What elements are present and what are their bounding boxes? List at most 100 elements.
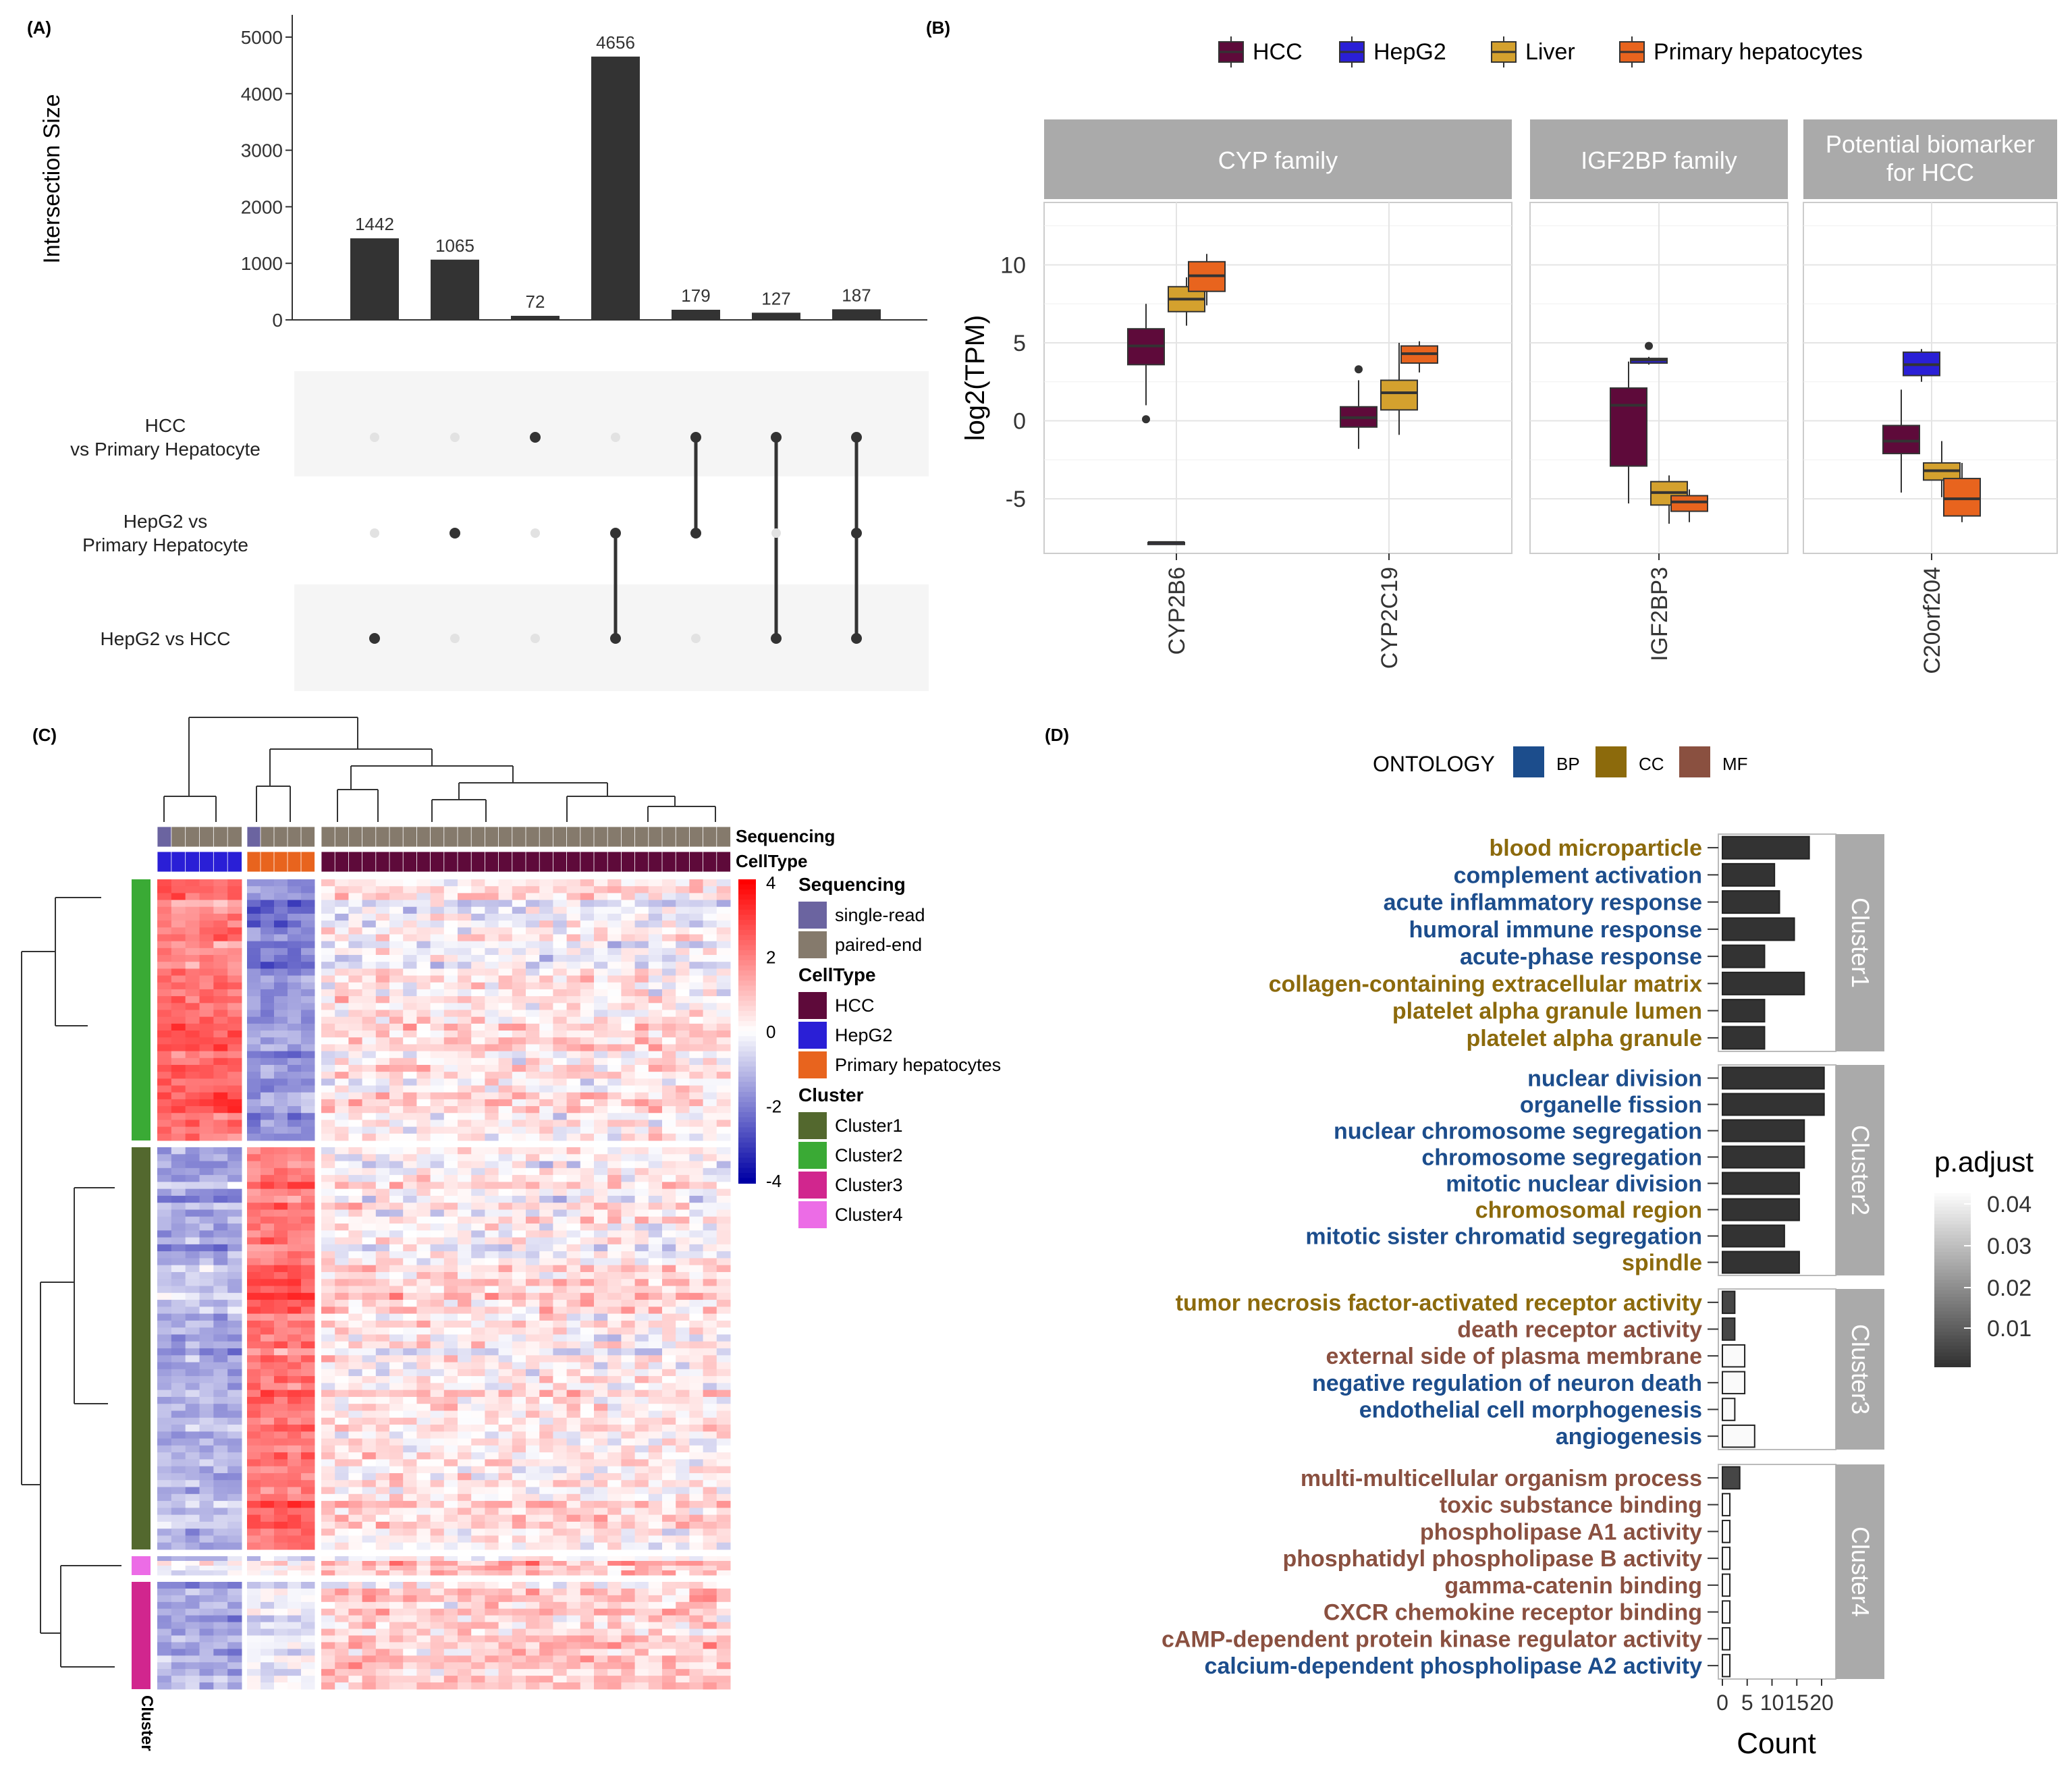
heatmap-cell xyxy=(247,1629,261,1636)
heatmap-cell xyxy=(321,1342,335,1349)
heatmap-cell xyxy=(703,948,717,956)
heatmap-cell xyxy=(485,968,499,976)
heatmap-cell xyxy=(717,1390,731,1398)
heatmap-cell xyxy=(567,1106,581,1114)
heatmap-cell xyxy=(553,1209,567,1217)
heatmap-cell xyxy=(580,1189,595,1197)
heatmap-cell xyxy=(376,1473,390,1481)
heatmap-cell xyxy=(403,1230,417,1238)
heatmap-cell xyxy=(689,1629,703,1636)
heatmap-cell xyxy=(594,900,608,908)
heatmap-cell xyxy=(288,1561,302,1566)
box xyxy=(1610,388,1647,466)
heatmap-cell xyxy=(171,983,186,990)
heatmap-cell xyxy=(526,1348,540,1356)
heatmap-cell xyxy=(553,1439,567,1446)
heatmap-cell xyxy=(676,1410,690,1418)
heatmap-cell xyxy=(301,1209,315,1217)
heatmap-cell xyxy=(689,1120,703,1127)
heatmap-cell xyxy=(403,1642,417,1649)
heatmap-cell xyxy=(485,907,499,914)
heatmap-cell xyxy=(553,955,567,962)
heatmap-cell xyxy=(288,1265,302,1273)
heatmap-cell xyxy=(171,989,186,997)
heatmap-cell xyxy=(171,1342,186,1349)
heatmap-cell xyxy=(499,1244,513,1252)
annotation-celltype-cell xyxy=(171,852,186,872)
heatmap-cell xyxy=(703,1570,717,1576)
heatmap-cell xyxy=(471,1258,485,1265)
heatmap-cell xyxy=(200,983,214,990)
heatmap-cell xyxy=(471,1655,485,1662)
heatmap-cell xyxy=(553,1017,567,1024)
heatmap-cell xyxy=(471,1196,485,1203)
heatmap-cell xyxy=(348,968,362,976)
heatmap-cell xyxy=(335,1099,349,1107)
heatmap-cell xyxy=(607,1649,622,1655)
heatmap-cell xyxy=(376,1522,390,1529)
heatmap-cell xyxy=(157,1439,171,1446)
heatmap-cell xyxy=(213,1561,227,1566)
heatmap-cell xyxy=(213,1649,227,1655)
heatmap-cell xyxy=(512,1446,526,1453)
heatmap-cell xyxy=(200,920,214,928)
heatmap-cell xyxy=(539,1334,553,1342)
heatmap-cell xyxy=(635,1655,649,1662)
heatmap-cell xyxy=(703,1044,717,1051)
heatmap-cell xyxy=(526,1072,540,1079)
heatmap-cell xyxy=(594,1024,608,1031)
heatmap-cell xyxy=(621,983,635,990)
heatmap-cell xyxy=(676,1355,690,1363)
heatmap-cell xyxy=(485,1602,499,1609)
heatmap-cell xyxy=(485,1410,499,1418)
heatmap-cell xyxy=(389,1425,404,1432)
heatmap-cell xyxy=(676,1010,690,1018)
heatmap-cell xyxy=(635,1556,649,1562)
heatmap-cell xyxy=(621,1570,635,1576)
heatmap-cell xyxy=(431,1452,445,1460)
heatmap-cell xyxy=(717,1244,731,1252)
heatmap-cell xyxy=(171,1017,186,1024)
heatmap-cell xyxy=(301,1238,315,1245)
heatmap-cell xyxy=(261,1655,275,1662)
heatmap-cell xyxy=(676,1078,690,1086)
heatmap-cell xyxy=(416,962,431,969)
heatmap-cell xyxy=(362,1655,377,1662)
heatmap-cell xyxy=(499,1189,513,1197)
heatmap-cell xyxy=(553,1272,567,1280)
heatmap-cell xyxy=(649,1363,663,1370)
heatmap-cell xyxy=(526,1669,540,1676)
heatmap-cell xyxy=(389,1404,404,1411)
heatmap-cell xyxy=(539,1072,553,1079)
heatmap-cell xyxy=(635,1561,649,1566)
heatmap-cell xyxy=(247,1175,261,1182)
heatmap-cell xyxy=(717,1459,731,1466)
heatmap-cell xyxy=(321,1327,335,1335)
heatmap-cell xyxy=(416,1065,431,1072)
heatmap-cell xyxy=(621,934,635,941)
heatmap-cell xyxy=(717,1508,731,1515)
heatmap-cell xyxy=(274,1582,288,1589)
heatmap-cell xyxy=(539,1452,553,1460)
heatmap-cell xyxy=(458,1168,472,1176)
heatmap-cell xyxy=(186,1086,200,1093)
heatmap-cell xyxy=(274,941,288,949)
heatmap-cell xyxy=(689,1238,703,1245)
heatmap-cell xyxy=(621,1543,635,1550)
heatmap-cell xyxy=(607,989,622,997)
heatmap-cell xyxy=(376,1466,390,1474)
heatmap-cell xyxy=(261,968,275,976)
heatmap-cell xyxy=(376,1209,390,1217)
heatmap-cell xyxy=(689,1622,703,1629)
heatmap-cell xyxy=(499,1217,513,1224)
heatmap-cell xyxy=(389,1655,404,1662)
heatmap-cell xyxy=(539,1203,553,1210)
heatmap-cell xyxy=(607,1561,622,1566)
heatmap-cell xyxy=(512,1439,526,1446)
heatmap-cell xyxy=(594,1446,608,1453)
heatmap-cell xyxy=(431,1487,445,1495)
heatmap-cell xyxy=(227,1676,242,1682)
heatmap-cell xyxy=(376,1024,390,1031)
heatmap-cell xyxy=(403,1397,417,1404)
heatmap-cell xyxy=(512,1561,526,1566)
